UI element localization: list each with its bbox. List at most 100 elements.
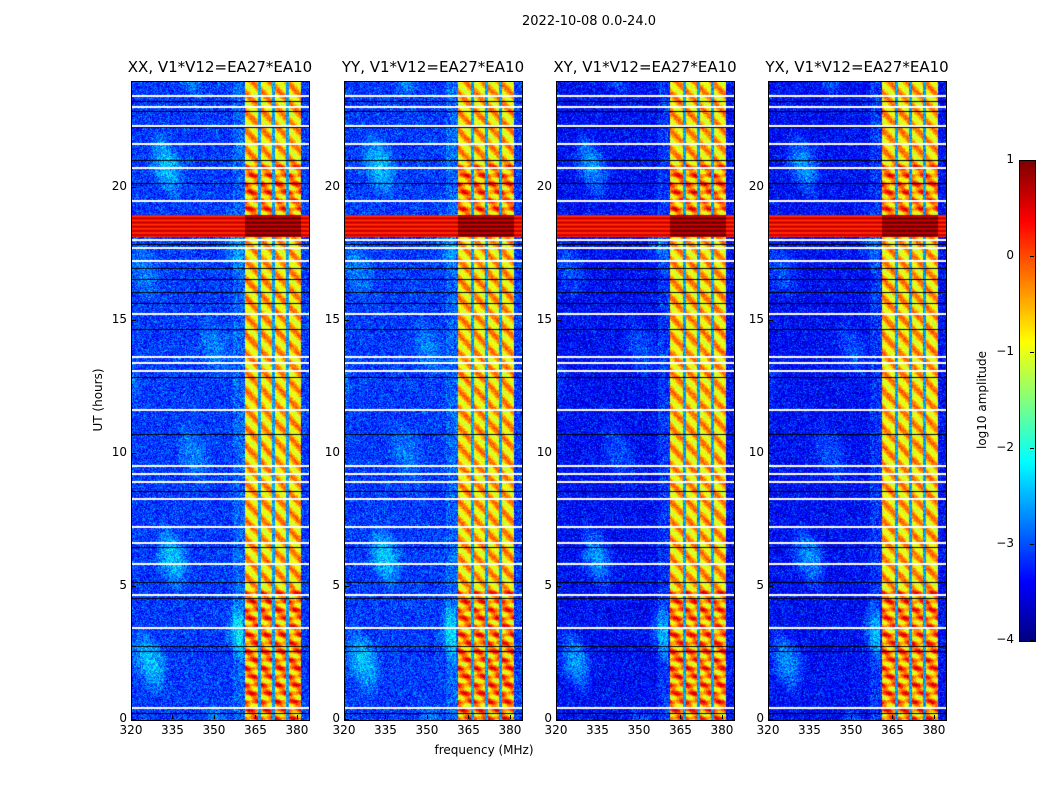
x-tick-mark [509,715,511,719]
y-tick-mark [557,453,561,455]
x-tick-mark [213,715,215,719]
y-tick-label: 10 [536,445,552,460]
panel-title: XX, V1*V12=EA27*EA10 [127,58,313,76]
x-tick-mark [468,715,470,719]
x-tick-mark [556,715,557,719]
y-tick-label: 5 [544,578,552,593]
colorbar-tick-mark [1030,160,1034,161]
x-tick-label: 380 [710,723,734,737]
colorbar [1019,160,1036,642]
x-tick-label: 365 [244,723,267,737]
x-tick-mark [721,715,723,719]
colorbar-tick-label: 0 [1006,248,1014,262]
spectrogram-heatmap [132,82,309,720]
panel-title: YX, V1*V12=EA27*EA10 [765,58,949,76]
y-tick-label: 0 [544,711,552,725]
y-tick-mark [557,586,561,588]
y-tick-mark [345,453,349,455]
spectrogram-heatmap [769,82,946,720]
x-tick-label: 335 [374,723,397,737]
y-tick-label: 10 [748,445,764,460]
y-tick-label: 10 [324,445,340,460]
x-tick-label: 335 [798,723,821,737]
y-tick-label: 5 [756,578,764,593]
x-tick-label: 380 [498,723,522,737]
y-tick-mark [557,719,561,720]
y-tick-label: 20 [111,179,127,194]
y-tick-label: 0 [332,711,340,725]
y-tick-mark [557,320,561,322]
y-tick-mark [557,187,561,189]
x-tick-mark [426,715,428,719]
y-tick-mark [769,719,773,720]
x-tick-mark [638,715,640,719]
x-tick-mark [680,715,682,719]
y-tick-mark [345,586,349,588]
x-tick-mark [850,715,852,719]
y-tick-mark [132,187,136,189]
y-tick-mark [345,187,349,189]
spectrogram-panel [556,81,735,721]
x-tick-mark [296,715,298,719]
x-axis-label: frequency (MHz) [434,743,534,757]
colorbar-tick-mark [1030,448,1034,449]
x-tick-mark [131,715,132,719]
y-tick-label: 5 [332,578,340,593]
spectrogram-panel [768,81,947,721]
y-tick-label: 10 [111,445,127,460]
x-tick-label: 350 [202,723,226,737]
y-tick-label: 0 [756,711,764,725]
y-tick-mark [132,453,136,455]
y-tick-label: 15 [748,312,764,327]
panel-title: XY, V1*V12=EA27*EA10 [553,58,737,76]
spectrogram-panel [344,81,523,721]
y-tick-mark [769,586,773,588]
x-tick-mark [809,715,811,719]
colorbar-tick-label: −4 [996,632,1014,646]
x-tick-mark [344,715,345,719]
y-tick-label: 20 [748,179,764,194]
y-tick-mark [132,320,136,322]
x-tick-label: 350 [627,723,651,737]
y-tick-mark [769,187,773,189]
y-tick-label: 15 [111,312,127,327]
x-tick-mark [597,715,599,719]
panel-title: YY, V1*V12=EA27*EA10 [341,58,525,76]
y-tick-label: 15 [536,312,552,327]
y-tick-mark [345,719,349,720]
spectrogram-panel [131,81,310,721]
colorbar-tick-label: −3 [996,536,1014,550]
x-tick-label: 335 [586,723,609,737]
y-tick-label: 15 [324,312,340,327]
x-tick-label: 320 [332,723,356,737]
y-tick-label: 20 [536,179,552,194]
x-tick-label: 335 [161,723,184,737]
x-tick-label: 380 [922,723,946,737]
spectrogram-heatmap [345,82,522,720]
y-tick-label: 0 [119,711,127,725]
colorbar-tick-label: 1 [1006,152,1014,166]
spectrogram-heatmap [557,82,734,720]
colorbar-tick-mark [1030,256,1034,257]
x-tick-label: 365 [669,723,692,737]
y-tick-label: 20 [324,179,340,194]
y-tick-mark [132,586,136,588]
x-tick-mark [892,715,894,719]
colorbar-tick-mark [1030,352,1034,353]
colorbar-tick-label: −2 [996,440,1014,454]
colorbar-tick-label: −1 [996,344,1014,358]
x-tick-label: 320 [544,723,568,737]
x-tick-mark [768,715,769,719]
x-tick-label: 365 [881,723,904,737]
y-tick-mark [769,453,773,455]
x-tick-label: 365 [457,723,480,737]
y-axis-label: UT (hours) [91,368,105,432]
x-tick-label: 320 [756,723,780,737]
colorbar-tick-mark [1030,640,1034,641]
y-tick-mark [132,719,136,720]
y-tick-mark [769,320,773,322]
x-tick-mark [385,715,387,719]
x-tick-mark [255,715,257,719]
colorbar-label: log10 amplitude [975,350,989,450]
y-tick-label: 5 [119,578,127,593]
